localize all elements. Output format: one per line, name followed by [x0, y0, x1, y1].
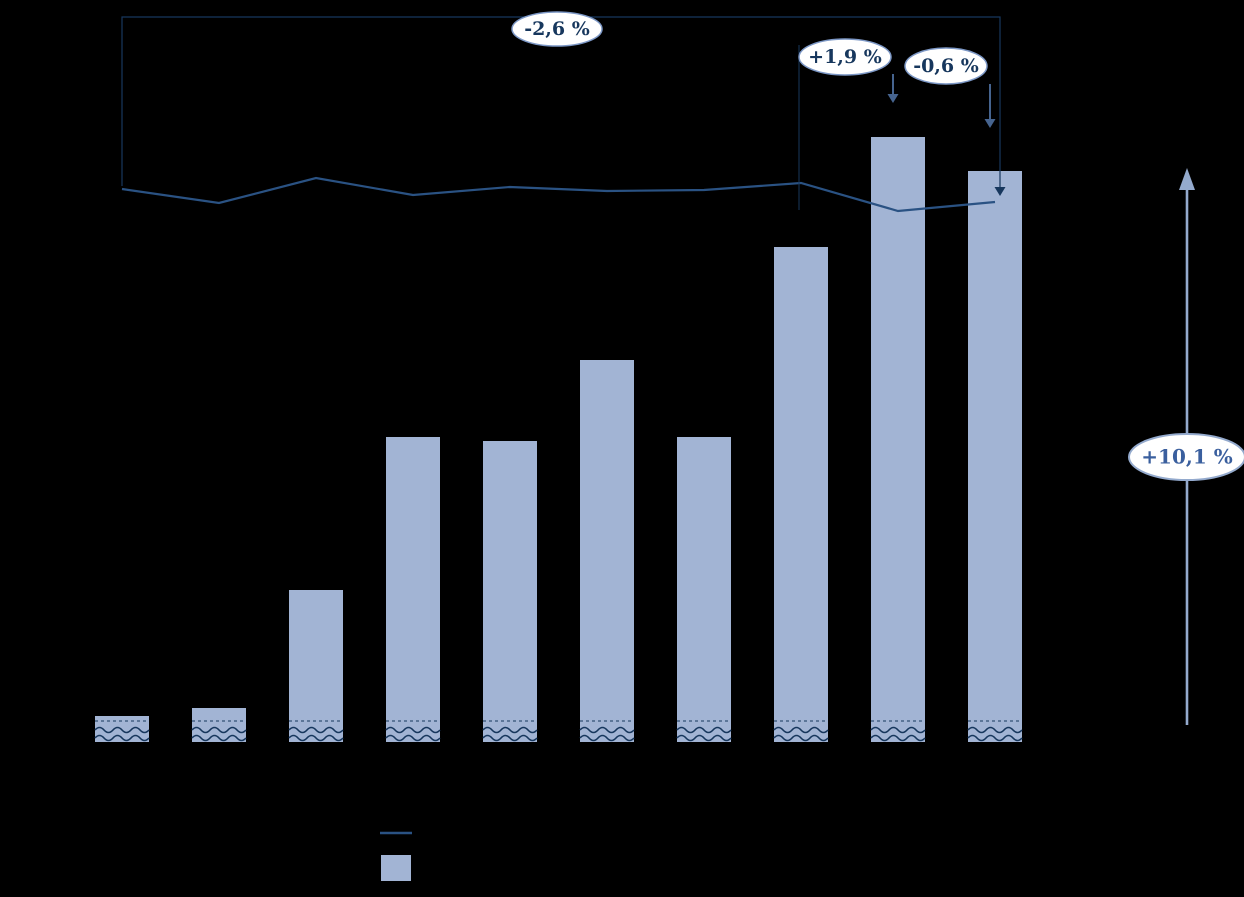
bar	[580, 360, 634, 742]
bar	[774, 247, 828, 742]
axis-break-wave	[288, 734, 344, 742]
axis-break-wave	[676, 726, 732, 734]
bar-series-group	[95, 137, 1022, 742]
arrowhead-down-icon	[887, 94, 899, 103]
axis-break-group	[94, 720, 1023, 742]
arrowhead-down-icon	[984, 119, 996, 128]
bar	[289, 590, 343, 742]
annotation-ellipse-bar-change-last	[904, 47, 988, 85]
axis-break-wave	[967, 734, 1023, 742]
axis-break-wave	[870, 734, 926, 742]
legend-bar-swatch	[381, 855, 411, 881]
arrowhead-down-icon	[994, 187, 1006, 196]
arrowhead-up-icon	[1179, 168, 1195, 190]
annotation-label-overall-growth: +10,1 %	[1141, 445, 1232, 469]
bar	[968, 171, 1022, 742]
axis-break-wave	[191, 726, 247, 734]
axis-break-wave	[773, 726, 829, 734]
annotation-label-bar-change-last: -0,6 %	[913, 55, 979, 77]
axis-break-wave	[579, 734, 635, 742]
axis-break-wave	[94, 734, 150, 742]
annotation-ellipse-overall-growth	[1128, 433, 1244, 481]
axis-break-wave	[385, 734, 441, 742]
bar	[677, 437, 731, 742]
bar	[871, 137, 925, 742]
axis-break-wave	[579, 726, 635, 734]
axis-break-wave	[773, 734, 829, 742]
bar	[386, 437, 440, 742]
axis-break-wave	[191, 734, 247, 742]
axis-break-wave	[482, 734, 538, 742]
annotation-label-bar-change-prev: +1,9 %	[808, 46, 882, 68]
axis-break-wave	[94, 726, 150, 734]
axis-break-wave	[967, 726, 1023, 734]
axis-break-wave	[385, 726, 441, 734]
bar	[483, 441, 537, 742]
legend-group	[380, 831, 412, 881]
annotation-ellipse-bar-change-prev	[798, 38, 892, 76]
axis-break-wave	[482, 726, 538, 734]
annotation-label-line-total-change: -2,6 %	[524, 18, 590, 40]
annotation-ellipse-line-total-change	[511, 11, 603, 47]
line-series	[121, 176, 996, 213]
bar	[192, 708, 246, 742]
axis-break-wave	[288, 726, 344, 734]
axis-break-wave	[676, 734, 732, 742]
axis-break-wave	[870, 726, 926, 734]
